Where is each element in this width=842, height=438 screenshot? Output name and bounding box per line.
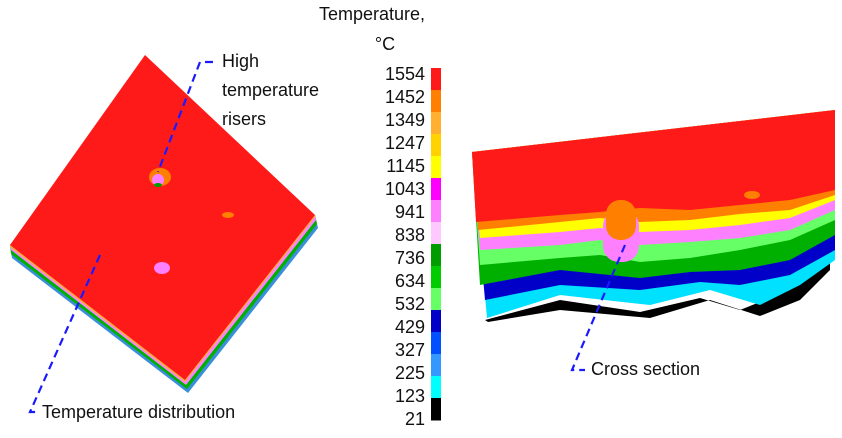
legend-swatch (431, 266, 441, 289)
annotation: Cross section (591, 359, 700, 379)
legend-title: °C (375, 34, 395, 54)
legend-label: 327 (395, 340, 425, 360)
legend-swatch (431, 398, 441, 421)
legend-swatch (431, 310, 441, 333)
legend-swatch (431, 222, 441, 245)
right-render (472, 110, 835, 322)
annotation: Temperature distribution (42, 402, 235, 422)
left-render (10, 55, 318, 393)
annotation: temperature (222, 80, 319, 100)
legend-swatch (431, 354, 441, 377)
figure: Temperature, °C 1554 1452 1349 1247 1145 1043… (0, 0, 842, 433)
legend-label: 1145 (386, 156, 425, 176)
legend-label: 1452 (385, 87, 425, 107)
legend-label: 838 (395, 225, 425, 245)
legend: Temperature, °C 1554 1452 1349 1247 1145 1043… (319, 4, 441, 429)
legend-swatch (431, 200, 441, 223)
legend-swatch (431, 134, 441, 157)
legend-swatch (431, 90, 441, 113)
legend-label: 1043 (385, 179, 425, 199)
legend-title: Temperature, (319, 4, 425, 24)
legend-label: 429 (395, 317, 425, 337)
legend-swatch (431, 68, 441, 91)
annotation: risers (222, 109, 266, 129)
legend-swatch (431, 332, 441, 355)
legend-swatch (431, 244, 441, 267)
legend-swatch (431, 156, 441, 179)
legend-label: 532 (395, 294, 425, 314)
legend-label: 941 (395, 202, 425, 222)
legend-label: 736 (395, 248, 425, 268)
legend-label: 1247 (385, 133, 425, 153)
legend-swatch (431, 376, 441, 399)
legend-label: 225 (395, 363, 425, 383)
legend-label: 1349 (385, 110, 425, 130)
legend-swatch (431, 178, 441, 201)
legend-label: 123 (395, 386, 425, 406)
legend-label: 21 (405, 409, 425, 429)
legend-label: 1554 (385, 64, 425, 84)
legend-swatch (431, 112, 441, 135)
annotation: High (222, 51, 259, 71)
legend-swatch (431, 288, 441, 311)
legend-label: 634 (395, 271, 425, 291)
page: {"legend": {"title": ["Temperature,", "°… (0, 0, 842, 438)
